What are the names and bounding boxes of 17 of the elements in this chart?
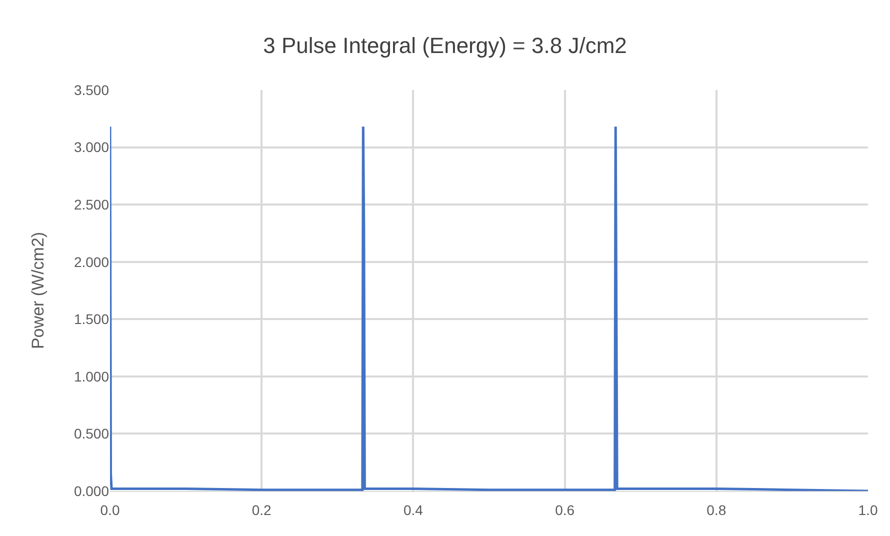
x-tick-label: 1.0 (858, 502, 878, 518)
x-tick-label: 0.8 (706, 502, 726, 518)
line-series (110, 125, 868, 491)
y-tick-label: 0.500 (74, 426, 110, 442)
x-tick-label: 0.4 (403, 502, 424, 518)
y-tick-label: 3.500 (74, 82, 110, 98)
y-tick-label: 3.000 (74, 139, 110, 156)
y-axis-title: Power (W/cm2) (28, 232, 48, 350)
y-tick-label: 1.000 (74, 368, 110, 384)
x-tick-label: 0.6 (555, 502, 575, 518)
x-tick-label: 0.0 (100, 502, 120, 518)
x-tick-label: 0.2 (252, 502, 272, 518)
y-tick-label: 1.500 (74, 311, 110, 328)
y-tick-label: 2.000 (74, 254, 110, 270)
y-tick-label: 0.000 (74, 482, 110, 499)
y-tick-label: 2.500 (74, 196, 110, 212)
chart-title: 3 Pulse Integral (Energy) = 3.8 J/cm2 (263, 32, 627, 58)
